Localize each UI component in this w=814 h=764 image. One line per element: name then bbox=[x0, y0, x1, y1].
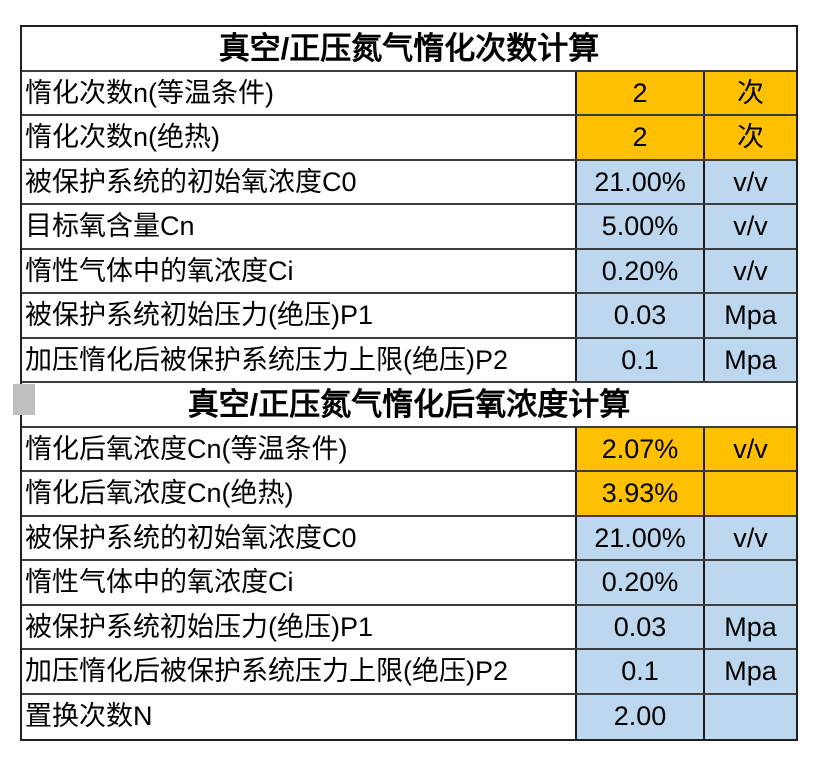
value-cell[interactable]: 2 bbox=[575, 71, 703, 114]
unit-cell: Mpa bbox=[703, 650, 796, 693]
row-label: 被保护系统初始压力(绝压)P1 bbox=[25, 300, 374, 330]
unit-cell: v/v bbox=[703, 160, 796, 203]
unit-cell bbox=[703, 561, 796, 604]
value-cell[interactable]: 2.07% bbox=[575, 427, 703, 470]
table-row-initial-pressure-p1-2: 被保护系统初始压力(绝压)P1 0.03 Mpa bbox=[22, 605, 796, 650]
unit-cell: Mpa bbox=[703, 605, 796, 648]
section-2-header: 真空/正压氮气惰化后氧浓度计算 bbox=[22, 383, 796, 428]
value-cell[interactable]: 0.03 bbox=[575, 605, 703, 648]
value-cell[interactable]: 21.00% bbox=[575, 160, 703, 203]
value-cell[interactable]: 0.1 bbox=[575, 338, 703, 381]
value-cell[interactable]: 0.03 bbox=[575, 294, 703, 337]
unit-cell: v/v bbox=[703, 427, 796, 470]
value-cell[interactable]: 0.20% bbox=[575, 561, 703, 604]
table-row-upper-pressure-p2: 加压惰化后被保护系统压力上限(绝压)P2 0.1 Mpa bbox=[22, 338, 796, 383]
unit-cell bbox=[703, 694, 796, 739]
table-row-inert-count-adiabatic: 惰化次数n(绝热) 2 次 bbox=[22, 116, 796, 161]
table-row-post-inert-oxygen-isothermal: 惰化后氧浓度Cn(等温条件) 2.07% v/v bbox=[22, 427, 796, 472]
value-cell[interactable]: 0.20% bbox=[575, 249, 703, 292]
table-row-post-inert-oxygen-adiabatic: 惰化后氧浓度Cn(绝热) 3.93% bbox=[22, 472, 796, 517]
row-label: 惰化后氧浓度Cn(绝热) bbox=[25, 478, 294, 508]
section-1-title: 真空/正压氮气惰化次数计算 bbox=[218, 31, 600, 66]
value-cell[interactable]: 2.00 bbox=[575, 694, 703, 739]
row-label: 置换次数N bbox=[25, 700, 153, 731]
row-label: 惰化次数n(绝热) bbox=[25, 122, 220, 152]
row-label: 被保护系统的初始氧浓度C0 bbox=[25, 522, 357, 553]
gray-marker-artifact bbox=[13, 384, 35, 415]
value-cell[interactable]: 3.93% bbox=[575, 472, 703, 515]
unit-cell bbox=[703, 472, 796, 515]
table-row-inert-gas-oxygen-ci: 惰性气体中的氧浓度Ci 0.20% v/v bbox=[22, 249, 796, 294]
inertization-calc-table: 真空/正压氮气惰化次数计算 惰化次数n(等温条件) 2 次 惰化次数n(绝热) … bbox=[20, 25, 798, 741]
value-cell[interactable]: 21.00% bbox=[575, 516, 703, 559]
table-row-replacement-count-n: 置换次数N 2.00 bbox=[22, 694, 796, 739]
section-1-header: 真空/正压氮气惰化次数计算 bbox=[22, 27, 796, 72]
table-row-initial-oxygen-c0-2: 被保护系统的初始氧浓度C0 21.00% v/v bbox=[22, 516, 796, 561]
row-label: 加压惰化后被保护系统压力上限(绝压)P2 bbox=[25, 656, 509, 686]
value-cell[interactable]: 5.00% bbox=[575, 205, 703, 248]
table-row-initial-oxygen-c0: 被保护系统的初始氧浓度C0 21.00% v/v bbox=[22, 160, 796, 205]
row-label: 惰化次数n(等温条件) bbox=[25, 77, 274, 108]
unit-cell: v/v bbox=[703, 205, 796, 248]
unit-cell: v/v bbox=[703, 516, 796, 559]
row-label: 被保护系统的初始氧浓度C0 bbox=[25, 166, 357, 197]
unit-cell: Mpa bbox=[703, 338, 796, 381]
unit-cell: Mpa bbox=[703, 294, 796, 337]
value-cell[interactable]: 2 bbox=[575, 116, 703, 159]
value-cell[interactable]: 0.1 bbox=[575, 650, 703, 693]
row-label: 惰性气体中的氧浓度Ci bbox=[25, 255, 294, 286]
row-label: 加压惰化后被保护系统压力上限(绝压)P2 bbox=[25, 344, 509, 375]
unit-cell: 次 bbox=[703, 116, 796, 159]
unit-cell: v/v bbox=[703, 249, 796, 292]
table-row-target-oxygen-cn: 目标氧含量Cn 5.00% v/v bbox=[22, 205, 796, 250]
unit-cell: 次 bbox=[703, 71, 796, 114]
table-row-upper-pressure-p2-2: 加压惰化后被保护系统压力上限(绝压)P2 0.1 Mpa bbox=[22, 650, 796, 695]
table-row-inert-count-isothermal: 惰化次数n(等温条件) 2 次 bbox=[22, 71, 796, 116]
table-row-initial-pressure-p1: 被保护系统初始压力(绝压)P1 0.03 Mpa bbox=[22, 294, 796, 339]
row-label: 被保护系统初始压力(绝压)P1 bbox=[25, 611, 374, 642]
row-label: 目标氧含量Cn bbox=[25, 211, 195, 241]
section-2-title: 真空/正压氮气惰化后氧浓度计算 bbox=[187, 387, 631, 422]
row-label: 惰化后氧浓度Cn(等温条件) bbox=[25, 433, 348, 464]
row-label: 惰性气体中的氧浓度Ci bbox=[25, 567, 294, 597]
table-row-inert-gas-oxygen-ci-2: 惰性气体中的氧浓度Ci 0.20% bbox=[22, 561, 796, 606]
